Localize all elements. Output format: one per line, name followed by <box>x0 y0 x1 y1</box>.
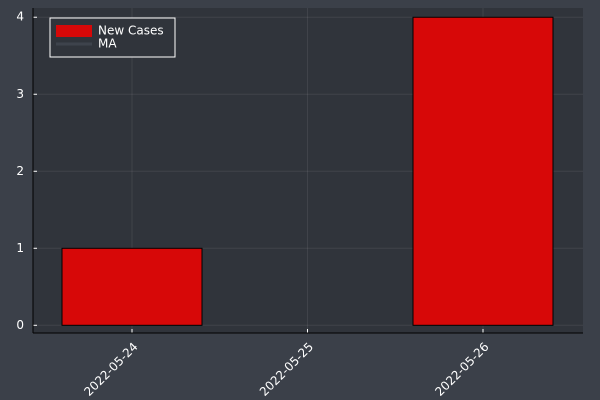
legend-label: New Cases <box>98 24 164 38</box>
y-tick-label: 3 <box>16 87 24 101</box>
y-tick-label: 2 <box>16 164 24 178</box>
y-tick-label: 0 <box>16 318 24 332</box>
bar <box>412 16 554 326</box>
bar <box>61 247 203 326</box>
legend-box <box>49 17 176 58</box>
y-tick-label: 4 <box>16 10 24 24</box>
legend-label: MA <box>98 37 117 51</box>
legend-swatch <box>56 25 92 37</box>
y-tick-label: 1 <box>16 241 24 255</box>
